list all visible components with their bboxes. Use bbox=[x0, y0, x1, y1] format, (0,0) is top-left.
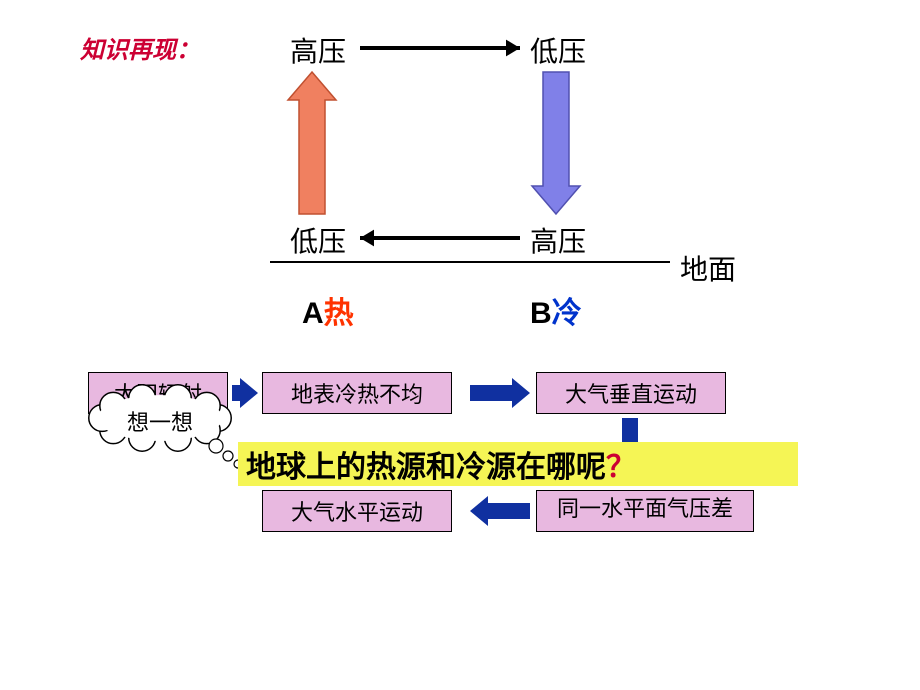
label-bot-left: 低压 bbox=[290, 220, 346, 260]
thought-bubble-text: 想一想 bbox=[98, 405, 222, 437]
flow-box-4: 同一水平面气压差 bbox=[536, 490, 754, 532]
flow-box-2-text: 地表冷热不均 bbox=[291, 377, 423, 409]
label-a: A热 bbox=[302, 288, 354, 332]
question-mark: ？ bbox=[606, 442, 636, 486]
label-bot-left-text: 低压 bbox=[290, 227, 346, 258]
slide-title: 知识再现： bbox=[80, 30, 200, 65]
flow-box-5: 大气水平运动 bbox=[262, 490, 452, 532]
question-highlight: 地球上的热源和冷源在哪呢？ bbox=[238, 442, 798, 486]
flow-box-5-text: 大气水平运动 bbox=[291, 495, 423, 527]
question-text: 地球上的热源和冷源在哪呢 bbox=[246, 442, 606, 486]
label-b-sub: 冷 bbox=[552, 297, 582, 330]
flow-box-2: 地表冷热不均 bbox=[262, 372, 452, 414]
thought-bubble-label: 想一想 bbox=[127, 410, 193, 435]
diagram-svg bbox=[0, 0, 920, 690]
label-ground: 地面 bbox=[680, 248, 736, 288]
label-a-letter: A bbox=[302, 297, 324, 330]
label-b: B冷 bbox=[530, 288, 582, 332]
label-bot-right-text: 高压 bbox=[530, 227, 586, 258]
label-top-right: 低压 bbox=[530, 30, 586, 70]
label-b-letter: B bbox=[530, 297, 552, 330]
label-a-sub: 热 bbox=[324, 297, 354, 330]
flow-box-4-text: 同一水平面气压差 bbox=[557, 495, 733, 523]
label-top-left-text: 高压 bbox=[290, 37, 346, 68]
label-bot-right: 高压 bbox=[530, 220, 586, 260]
label-top-left: 高压 bbox=[290, 30, 346, 70]
label-ground-text: 地面 bbox=[680, 255, 736, 286]
flow-box-3-text: 大气垂直运动 bbox=[565, 377, 697, 409]
label-top-right-text: 低压 bbox=[530, 37, 586, 68]
flow-box-3: 大气垂直运动 bbox=[536, 372, 726, 414]
slide-title-text: 知识再现： bbox=[80, 38, 200, 64]
